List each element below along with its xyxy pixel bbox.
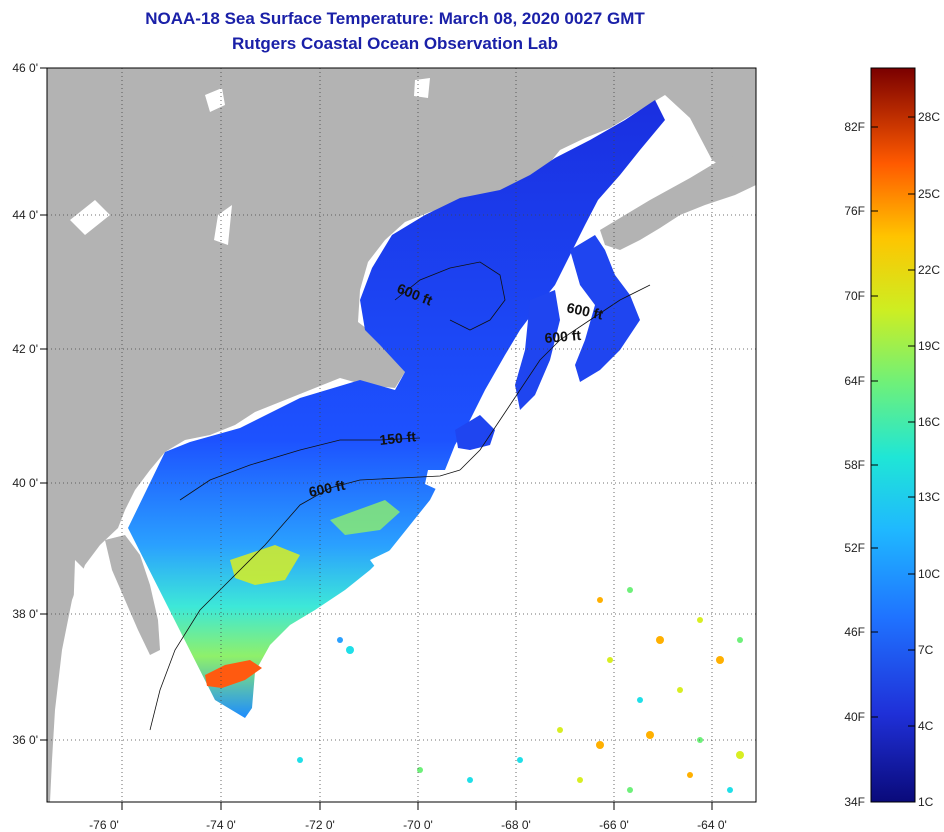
colorbar: [870, 67, 916, 803]
cb-f-label: 52F: [844, 541, 865, 555]
lat-label: 46 0': [12, 61, 38, 75]
lat-label: 44 0': [12, 208, 38, 222]
land-mainland: [47, 68, 756, 802]
lon-label: -70 0': [403, 818, 433, 832]
colorbar-fahrenheit-labels: 82F 76F 70F 64F 58F 52F 46F 40F 34F: [844, 120, 865, 809]
cb-c-label: 13C: [918, 490, 940, 504]
cb-c-label: 10C: [918, 567, 940, 581]
contour-label: 600 ft: [565, 299, 604, 322]
lat-label: 40 0': [12, 476, 38, 490]
lon-label: -66 0': [599, 818, 629, 832]
latitude-labels: 46 0' 44 0' 42 0' 40 0' 38 0' 36 0': [12, 61, 38, 747]
lon-label: -76 0': [89, 818, 119, 832]
cb-f-label: 70F: [844, 289, 865, 303]
lon-label: -68 0': [501, 818, 531, 832]
cb-c-label: 16C: [918, 415, 940, 429]
bathymetry-contours: [149, 261, 651, 731]
axis-ticks: [40, 67, 713, 810]
cb-f-label: 82F: [844, 120, 865, 134]
contour-label: 600 ft: [544, 327, 582, 346]
sst-speckles: [297, 587, 744, 793]
cb-c-label: 22C: [918, 263, 940, 277]
cb-c-label: 19C: [918, 339, 940, 353]
lat-label: 36 0': [12, 733, 38, 747]
longitude-labels: -76 0' -74 0' -72 0' -70 0' -68 0' -66 0…: [89, 818, 727, 832]
cb-f-label: 40F: [844, 710, 865, 724]
map-frame: [46, 67, 757, 803]
lon-label: -74 0': [206, 818, 236, 832]
land-nova-scotia: [600, 150, 756, 250]
lon-label: -72 0': [305, 818, 335, 832]
cb-c-label: 1C: [918, 795, 934, 809]
cb-f-label: 58F: [844, 458, 865, 472]
cb-f-label: 64F: [844, 374, 865, 388]
lat-label: 38 0': [12, 607, 38, 621]
contour-label: 150 ft: [379, 428, 417, 448]
cb-c-label: 28C: [918, 110, 940, 124]
lat-label: 42 0': [12, 342, 38, 356]
cb-c-label: 25C: [918, 187, 940, 201]
cb-c-label: 4C: [918, 719, 934, 733]
map-title: NOAA-18 Sea Surface Temperature: March 0…: [145, 9, 645, 28]
lon-label: -64 0': [697, 818, 727, 832]
map-subtitle: Rutgers Coastal Ocean Observation Lab: [232, 34, 558, 53]
colorbar-ticks: [871, 116, 915, 727]
cb-f-label: 76F: [844, 204, 865, 218]
colorbar-celsius-labels: 28C 25C 22C 19C 16C 13C 10C 7C 4C 1C: [918, 110, 940, 809]
contour-label: 600 ft: [307, 477, 346, 500]
land-delmarva: [105, 535, 160, 655]
cb-f-label: 46F: [844, 625, 865, 639]
cb-c-label: 7C: [918, 643, 934, 657]
cb-f-label: 34F: [844, 795, 865, 809]
